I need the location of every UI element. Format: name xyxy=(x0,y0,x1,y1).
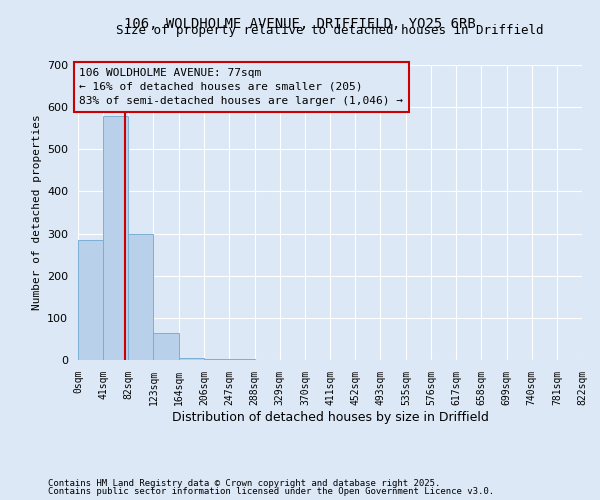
Bar xyxy=(229,359,254,360)
Text: Contains public sector information licensed under the Open Government Licence v3: Contains public sector information licen… xyxy=(48,487,494,496)
Bar xyxy=(128,234,154,360)
Bar xyxy=(103,116,128,360)
Text: 106, WOLDHOLME AVENUE, DRIFFIELD, YO25 6RB: 106, WOLDHOLME AVENUE, DRIFFIELD, YO25 6… xyxy=(124,18,476,32)
Bar xyxy=(78,240,103,360)
Bar xyxy=(154,332,179,360)
Text: 106 WOLDHOLME AVENUE: 77sqm
← 16% of detached houses are smaller (205)
83% of se: 106 WOLDHOLME AVENUE: 77sqm ← 16% of det… xyxy=(79,68,403,106)
Bar xyxy=(179,358,205,360)
Y-axis label: Number of detached properties: Number of detached properties xyxy=(32,114,41,310)
Title: Size of property relative to detached houses in Driffield: Size of property relative to detached ho… xyxy=(116,24,544,38)
X-axis label: Distribution of detached houses by size in Driffield: Distribution of detached houses by size … xyxy=(172,410,488,424)
Bar xyxy=(205,359,229,360)
Text: Contains HM Land Registry data © Crown copyright and database right 2025.: Contains HM Land Registry data © Crown c… xyxy=(48,478,440,488)
